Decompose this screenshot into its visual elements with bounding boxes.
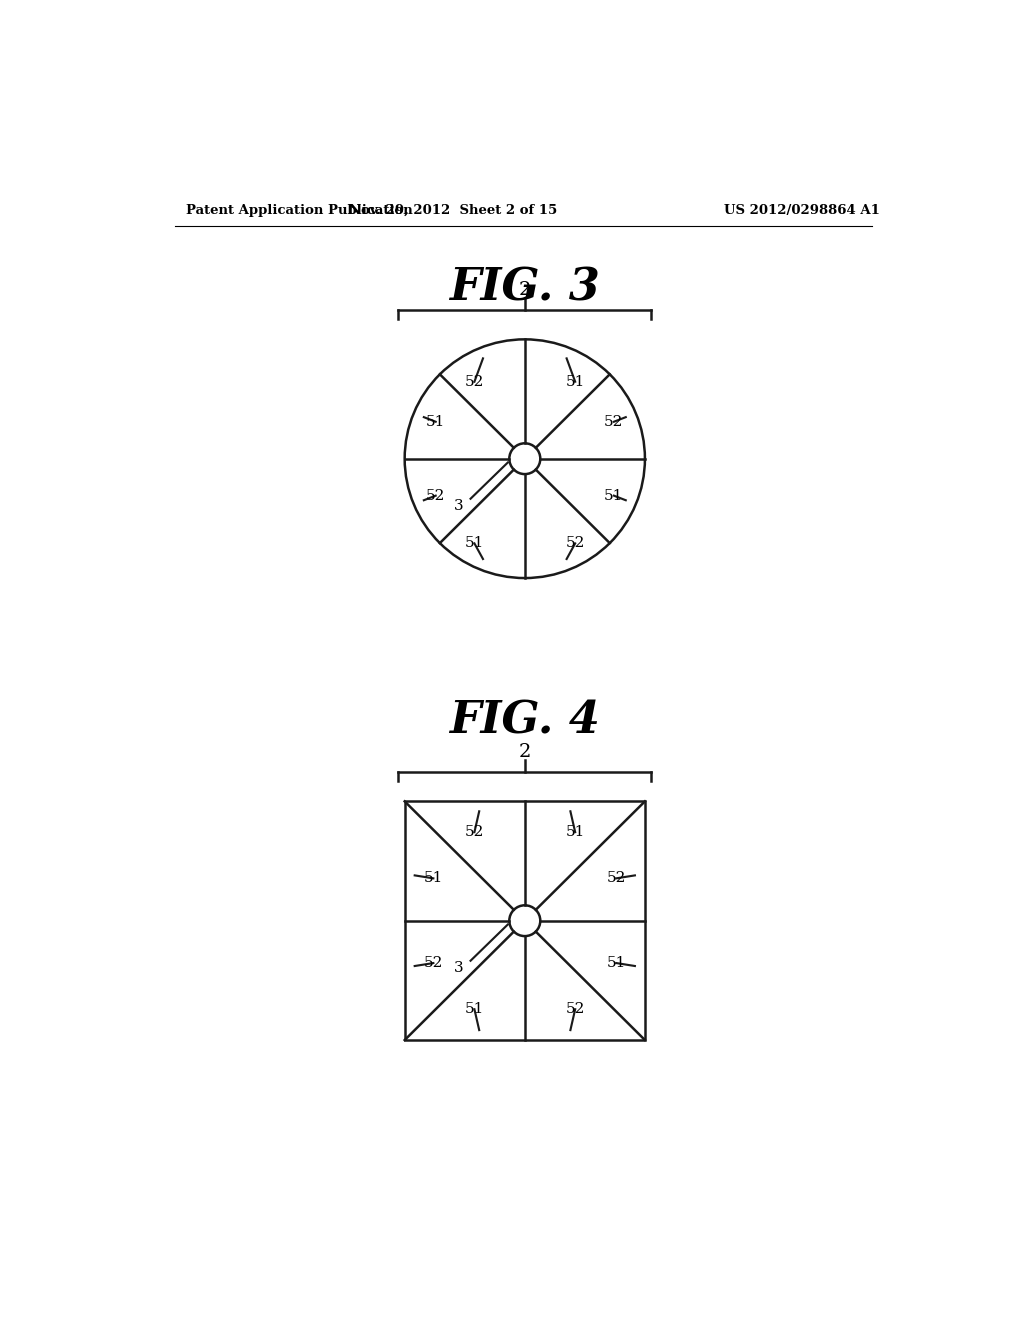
Text: 51: 51	[426, 414, 445, 429]
Circle shape	[509, 906, 541, 936]
Text: 52: 52	[426, 488, 445, 503]
Text: FIG. 3: FIG. 3	[450, 267, 600, 309]
Text: 2: 2	[518, 281, 531, 300]
Text: 52: 52	[465, 375, 484, 388]
Text: 52: 52	[606, 871, 626, 886]
Text: Nov. 29, 2012  Sheet 2 of 15: Nov. 29, 2012 Sheet 2 of 15	[349, 205, 558, 218]
Text: FIG. 4: FIG. 4	[450, 700, 600, 742]
Text: 52: 52	[465, 825, 484, 840]
Text: 52: 52	[424, 956, 443, 970]
Text: 2: 2	[518, 743, 531, 762]
Text: 52: 52	[565, 536, 585, 550]
Text: 51: 51	[424, 871, 443, 886]
Text: Patent Application Publication: Patent Application Publication	[186, 205, 413, 218]
Text: 51: 51	[604, 488, 624, 503]
Text: 51: 51	[565, 825, 585, 840]
Circle shape	[509, 444, 541, 474]
Text: 51: 51	[465, 536, 484, 550]
Text: 52: 52	[565, 1002, 585, 1016]
Text: US 2012/0298864 A1: US 2012/0298864 A1	[724, 205, 881, 218]
Text: 3: 3	[454, 499, 464, 513]
Text: 52: 52	[604, 414, 624, 429]
Bar	[404, 801, 645, 1040]
Text: 3: 3	[454, 961, 464, 975]
Text: 51: 51	[565, 375, 585, 388]
Text: 51: 51	[606, 956, 626, 970]
Text: 51: 51	[465, 1002, 484, 1016]
